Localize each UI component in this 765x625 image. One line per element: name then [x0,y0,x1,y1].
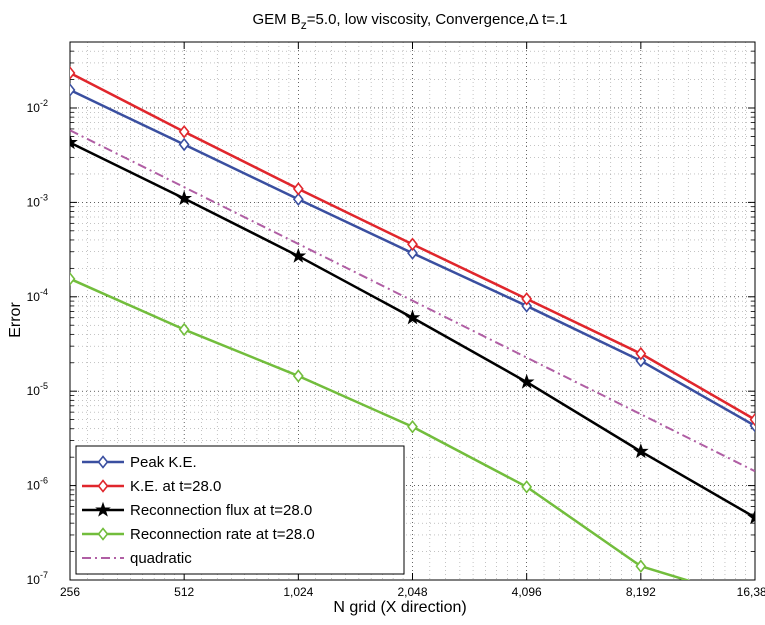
chart-title-tail: t=.1 [538,11,568,28]
y-tick-exponent: -7 [40,570,48,580]
series-4 [70,129,755,473]
series-line [70,129,755,473]
legend-label: Reconnection rate at t=28.0 [130,526,315,543]
y-tick-label: 10-4 [27,287,48,304]
y-tick-exponent: -4 [40,287,48,297]
chart-title-delta: Δ [529,11,539,28]
data-point [635,353,647,368]
chart-title: GEM Bz=5.0, low viscosity, Convergence,Δ… [252,11,567,32]
y-tick-base: 10 [27,195,41,209]
y-tick-exponent: -5 [40,381,48,391]
chart-title-rest: =5.0, low viscosity, Convergence, [307,11,529,28]
x-tick-label: 512 [174,585,194,599]
x-tick-labels: 256 512 1,024 2,048 4,096 8,192 16,384 [60,585,765,599]
data-point [292,369,304,383]
data-point [633,443,649,459]
data-point [407,246,418,260]
x-tick-label: 16,384 [737,585,765,599]
chart-title-subscript: z [301,18,307,32]
y-tick-base: 10 [27,573,41,587]
data-point [70,272,76,286]
x-tick-label: 8,192 [626,585,656,599]
y-axis-label: Error [7,302,24,338]
y-tick-label: 10-2 [27,98,48,115]
legend-box [75,445,405,575]
legend-label: Peak K.E. [130,454,197,471]
data-point [178,124,190,139]
y-tick-labels: 10-710-610-510-410-310-2 [27,98,48,587]
y-tick-label: 10-5 [27,381,48,398]
series-3 [70,272,691,580]
legend-label: Reconnection flux at t=28.0 [130,502,312,519]
data-point [292,192,304,207]
data-point [70,66,76,80]
legend-marker [97,527,109,541]
legend-item: K.E. at t=28.0 [82,478,221,495]
y-tick-exponent: -3 [40,192,48,202]
data-point [521,299,533,313]
legend-item: quadratic [82,550,192,567]
data-point [749,412,755,427]
data-point [407,237,418,252]
y-tick-base: 10 [27,101,41,115]
y-tick-label: 10-7 [27,570,48,587]
data-point [404,309,421,325]
data-point [176,190,192,206]
series-1 [70,66,755,427]
legend-item: Reconnection rate at t=28.0 [82,526,315,543]
y-tick-label: 10-3 [27,192,48,209]
x-tick-label: 1,024 [283,585,313,599]
data-point [521,480,533,494]
data-point [70,134,78,150]
legend-item: Reconnection flux at t=28.0 [82,501,312,519]
legend-label: quadratic [130,550,192,567]
data-point [292,182,304,196]
y-tick-exponent: -2 [40,98,48,108]
data-point [635,346,647,361]
data-point [70,83,76,97]
data-point [178,322,190,337]
data-point [521,292,533,306]
x-tick-label: 256 [60,585,80,599]
data-point [635,559,647,573]
data-point [747,509,755,525]
series-0 [70,83,755,433]
x-axis-label: N grid (X direction) [333,599,466,616]
data-point [178,137,190,152]
series-2 [70,134,755,525]
data-point [407,419,418,434]
x-tick-label: 2,048 [397,585,427,599]
y-tick-base: 10 [27,290,41,304]
legend-marker [97,455,109,469]
chart-title-main: GEM B [252,11,300,28]
legend-label: K.E. at t=28.0 [130,478,221,495]
y-tick-label: 10-6 [27,476,48,493]
data-point [290,247,307,263]
y-tick-base: 10 [27,479,41,493]
series-layer [70,66,755,580]
y-tick-exponent: -6 [40,476,48,486]
y-tick-base: 10 [27,384,41,398]
data-point [518,373,535,389]
axis-ticks [69,41,756,581]
legend: Peak K.E. K.E. at t=28.0 Reconnection flux… [75,445,405,575]
legend-marker [95,501,111,517]
legend-item: Peak K.E. [82,454,197,471]
legend-marker [97,479,109,493]
x-tick-label: 4,096 [512,585,542,599]
